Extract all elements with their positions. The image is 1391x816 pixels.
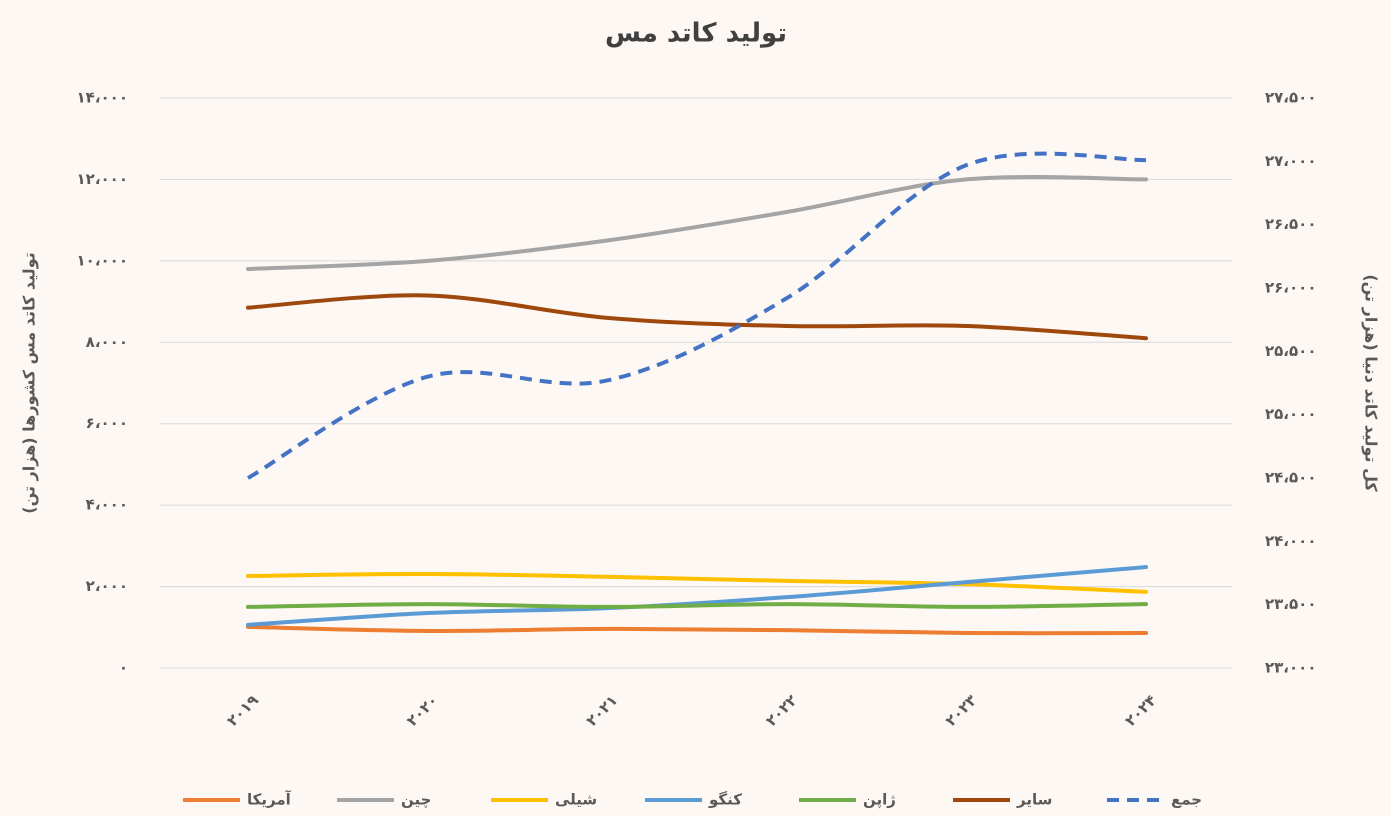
chart-title: تولید کاتد مس [605, 19, 787, 49]
y-tick-label: ۲،۰۰۰ [86, 577, 128, 595]
x-tick-label: ۲۰۲۳ [942, 691, 981, 730]
y2-tick-label: ۲۵،۰۰۰ [1265, 405, 1316, 423]
legend-label: کنگو [708, 791, 742, 809]
y2-tick-label: ۲۳،۵۰۰ [1265, 595, 1316, 613]
y2-tick-label: ۲۳،۰۰۰ [1265, 659, 1316, 677]
y-tick-label: ۱۴،۰۰۰ [77, 89, 128, 107]
legend-label: ژاپن [863, 791, 896, 810]
y2-tick-label: ۲۵،۵۰۰ [1265, 342, 1316, 360]
series-line [246, 175, 1148, 271]
y2-tick-label: ۲۷،۰۰۰ [1265, 152, 1316, 170]
series-line [246, 293, 1148, 341]
x-tick-label: ۲۰۱۹ [223, 691, 262, 730]
series-line [246, 571, 1148, 594]
y2-tick-label: ۲۶،۰۰۰ [1265, 279, 1316, 297]
y-tick-label: ۱۲،۰۰۰ [77, 170, 128, 188]
y-tick-label: ۰ [119, 659, 128, 677]
x-tick-label: ۲۰۲۰ [403, 691, 442, 730]
y2-tick-label: ۲۷،۵۰۰ [1265, 89, 1316, 107]
x-tick-label: ۲۰۲۲ [762, 691, 801, 730]
y-tick-label: ۶،۰۰۰ [86, 414, 128, 432]
legend-label: شیلی [555, 791, 597, 809]
y2-tick-label: ۲۶،۵۰۰ [1265, 215, 1316, 233]
y-tick-label: ۴،۰۰۰ [86, 496, 128, 514]
legend-label: جمع [1171, 791, 1202, 809]
x-tick-label: ۲۰۲۱ [583, 691, 622, 730]
y2-axis-title: کل تولید کاتد دنیا (هزار تن) [1362, 274, 1381, 492]
legend-label: آمریکا [247, 791, 292, 809]
legend-label: سایر [1016, 791, 1052, 809]
y2-tick-label: ۲۴،۵۰۰ [1265, 469, 1316, 487]
y-tick-label: ۸،۰۰۰ [86, 333, 128, 351]
series-line [246, 565, 1148, 627]
series-line [246, 602, 1148, 609]
y2-tick-label: ۲۴،۰۰۰ [1265, 532, 1316, 550]
y-tick-label: ۱۰،۰۰۰ [77, 251, 128, 269]
y-axis-title: تولید کاتد مس کشورها (هزار تن) [20, 252, 39, 513]
legend-label: چین [401, 791, 431, 810]
series-line [246, 624, 1148, 636]
x-tick-label: ۲۰۲۴ [1121, 691, 1160, 730]
series-line [247, 151, 1147, 480]
